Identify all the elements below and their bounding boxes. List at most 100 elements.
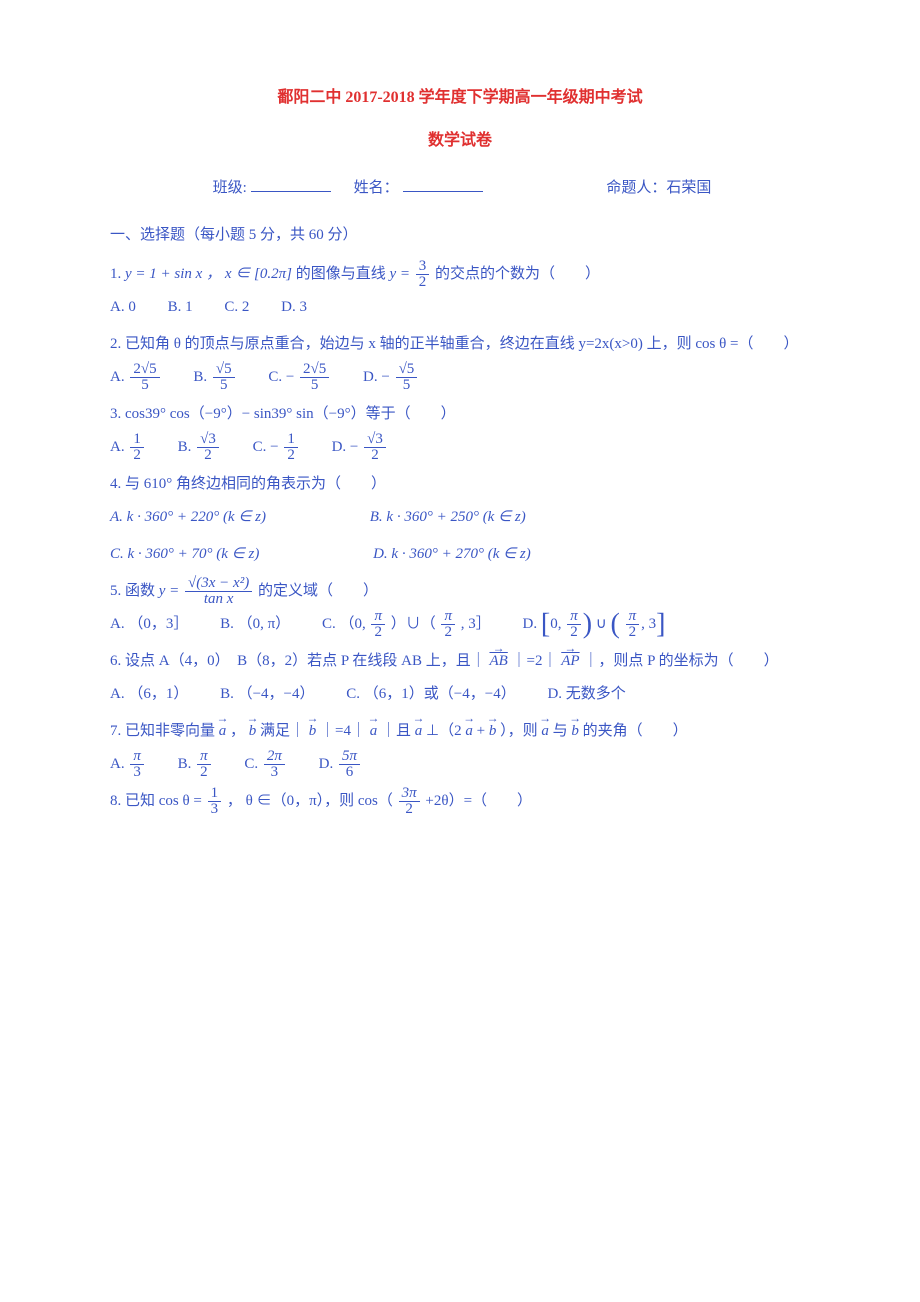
q3-c-den: 2 [284,448,298,463]
q6-opt-b: B. （−4，−4） [220,678,314,711]
q7-opt-c: C. 2π 3 [244,748,287,781]
q7-vec-b4: b [571,715,579,748]
header-line: 班级: 姓名： 命题人：石荣国 [110,172,810,205]
q5-d-f1n: π [567,609,581,625]
q5-stem-pre: 5. 函数 [110,583,159,599]
q7-p2: ， [230,723,245,739]
q2-b-pre: B. [193,369,211,385]
q1-opt-d: D. 3 [281,291,307,324]
q3-c-frac: 1 2 [284,432,298,463]
question-6: 6. 设点 A（4，0） B（8，2）若点 P 在线段 AB 上，且｜ AB ｜… [110,645,810,678]
q5-c-f2d: 2 [441,625,455,640]
q1-frac-num: 3 [416,259,430,275]
q5-c-f2n: π [441,609,455,625]
q5-d-rb1: ) [583,609,592,640]
q6-stem-pre: 6. 设点 A（4，0） B（8，2）若点 P 在线段 AB 上，且｜ [110,653,486,669]
q8-frac1: 1 3 [208,786,222,817]
q5-d-pre: D. [523,616,541,632]
q6-stem-mid: ｜=2｜ [512,653,558,669]
class-label: 班级: [213,180,247,196]
q8-pre: 8. 已知 cos θ = [110,793,206,809]
q3-c-pre: C. − [253,439,279,455]
q5-c-f1n: π [371,609,385,625]
q7-c-num: 2π [264,749,285,765]
class-blank [251,177,331,192]
question-8: 8. 已知 cos θ = 1 3 ， θ ∈（0，π），则 cos（ 3π 2… [110,785,810,818]
q7-p6: ⊥（2 [426,723,462,739]
q3-opt-d: D. − √3 2 [332,431,388,464]
q4-opt-a: A. k · 360° + 220° (k ∈ z) [110,501,266,534]
q7-b-pre: B. [178,756,196,772]
q7-p1: 7. 已知非零向量 [110,723,219,739]
q7-vec-b2: b [309,715,317,748]
q7-d-pre: D. [319,756,337,772]
q2-a-frac: 2√5 5 [130,362,159,393]
q3-a-pre: A. [110,439,128,455]
q1-stem-pre: 1. [110,266,125,282]
q7-vec-a5: a [541,715,549,748]
q5-d-mid: ∪ [596,616,607,632]
q8-f2d: 2 [399,802,420,817]
q6-vec-ab: AB [489,645,507,678]
q5-d-f2n: π [626,609,640,625]
q2-opt-a: A. 2√5 5 [110,361,162,394]
q1-frac: 3 2 [416,259,430,290]
q7-opt-b: B. π 2 [178,748,213,781]
q4-options-row1: A. k · 360° + 220° (k ∈ z) B. k · 360° +… [110,501,810,534]
q5-c-frac2: π 2 [441,609,455,640]
q3-a-frac: 1 2 [130,432,144,463]
q7-vec-b1: b [249,715,257,748]
q7-a-den: 3 [130,765,144,780]
q6-vec-ap: AP [561,645,579,678]
q2-c-pre: C. − [268,369,294,385]
q5-d-f2d: 2 [626,625,640,640]
q2-d-den: 5 [396,378,418,393]
name-blank [403,177,483,192]
q2-a-den: 5 [130,378,159,393]
q1-stem-post: 的图像与直线 [296,266,390,282]
q7-p3: 满足｜ [260,723,305,739]
q3-opt-b: B. √3 2 [178,431,221,464]
q7-p4: ｜=4｜ [320,723,366,739]
q2-d-pre: D. − [363,369,390,385]
q7-a-frac: π 3 [130,749,144,780]
q2-opt-b: B. √5 5 [193,361,236,394]
q7-opt-a: A. π 3 [110,748,146,781]
q3-d-den: 2 [364,448,386,463]
q7-vec-a3: a [415,715,423,748]
q5-c-frac1: π 2 [371,609,385,640]
q5-stem-post: 的定义域（ ） [258,583,378,599]
q5-d-lo: 0, [550,616,565,632]
q1-eq1: y = 1 + sin x ， x ∈ [0.2π] [125,266,292,282]
q3-opt-a: A. 1 2 [110,431,146,464]
q7-vec-a1: a [219,715,227,748]
q2-b-den: 5 [213,378,235,393]
q1-options: A. 0 B. 1 C. 2 D. 3 [110,291,810,324]
q7-opt-d: D. 5π 6 [319,748,362,781]
q5-d-frac2: π 2 [626,609,640,640]
q1-opt-c: C. 2 [224,291,249,324]
q2-b-frac: √5 5 [213,362,235,393]
question-7: 7. 已知非零向量 a ， b 满足｜ b ｜=4｜ a ｜且 a ⊥（2 a … [110,715,810,748]
q7-b-frac: π 2 [197,749,211,780]
q2-c-frac: 2√5 5 [300,362,329,393]
q5-c-post: , 3］ [461,616,491,632]
q4-opt-d: D. k · 360° + 270° (k ∈ z) [373,538,531,571]
q7-options: A. π 3 B. π 2 C. 2π 3 D. 5π 6 [110,748,810,781]
q5-frac-num: √(3x − x²) [185,576,252,592]
question-3: 3. cos39° cos（−9°）− sin39° sin（−9°）等于（ ） [110,398,810,431]
q7-p10: 的夹角（ ） [583,723,688,739]
q2-options: A. 2√5 5 B. √5 5 C. − 2√5 5 D. − √5 5 [110,361,810,394]
author-prefix: 命题人： [606,180,666,196]
q8-f1n: 1 [208,786,222,802]
q1-frac-den: 2 [416,275,430,290]
q1-stem-end: 的交点的个数为（ ） [435,266,600,282]
q3-c-num: 1 [284,432,298,448]
q3-d-pre: D. − [332,439,359,455]
q7-d-num: 5π [339,749,360,765]
q6-vec-ab-text: AB [489,653,507,669]
q6-opt-a: A. （6，1） [110,678,188,711]
q7-vec-a4: a [465,715,473,748]
q3-b-pre: B. [178,439,196,455]
q5-opt-a: A. （0，3］ [110,608,188,641]
